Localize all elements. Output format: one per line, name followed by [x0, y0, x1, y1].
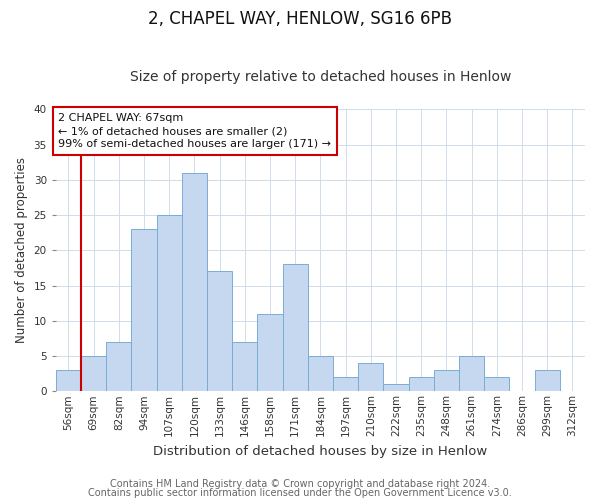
Bar	[232, 342, 257, 392]
Bar	[358, 363, 383, 392]
Bar	[283, 264, 308, 392]
Bar	[434, 370, 459, 392]
Title: Size of property relative to detached houses in Henlow: Size of property relative to detached ho…	[130, 70, 511, 85]
Text: Contains HM Land Registry data © Crown copyright and database right 2024.: Contains HM Land Registry data © Crown c…	[110, 479, 490, 489]
Text: Contains public sector information licensed under the Open Government Licence v3: Contains public sector information licen…	[88, 488, 512, 498]
Y-axis label: Number of detached properties: Number of detached properties	[15, 158, 28, 344]
Bar	[308, 356, 333, 392]
Bar	[383, 384, 409, 392]
Bar	[333, 377, 358, 392]
Bar	[157, 215, 182, 392]
Bar	[535, 370, 560, 392]
Bar	[459, 356, 484, 392]
Bar	[56, 370, 81, 392]
X-axis label: Distribution of detached houses by size in Henlow: Distribution of detached houses by size …	[153, 444, 488, 458]
Bar	[182, 172, 207, 392]
Bar	[257, 314, 283, 392]
Text: 2, CHAPEL WAY, HENLOW, SG16 6PB: 2, CHAPEL WAY, HENLOW, SG16 6PB	[148, 10, 452, 28]
Bar	[81, 356, 106, 392]
Bar	[106, 342, 131, 392]
Bar	[207, 272, 232, 392]
Bar	[484, 377, 509, 392]
Bar	[131, 229, 157, 392]
Text: 2 CHAPEL WAY: 67sqm
← 1% of detached houses are smaller (2)
99% of semi-detached: 2 CHAPEL WAY: 67sqm ← 1% of detached hou…	[58, 113, 331, 149]
Bar	[409, 377, 434, 392]
